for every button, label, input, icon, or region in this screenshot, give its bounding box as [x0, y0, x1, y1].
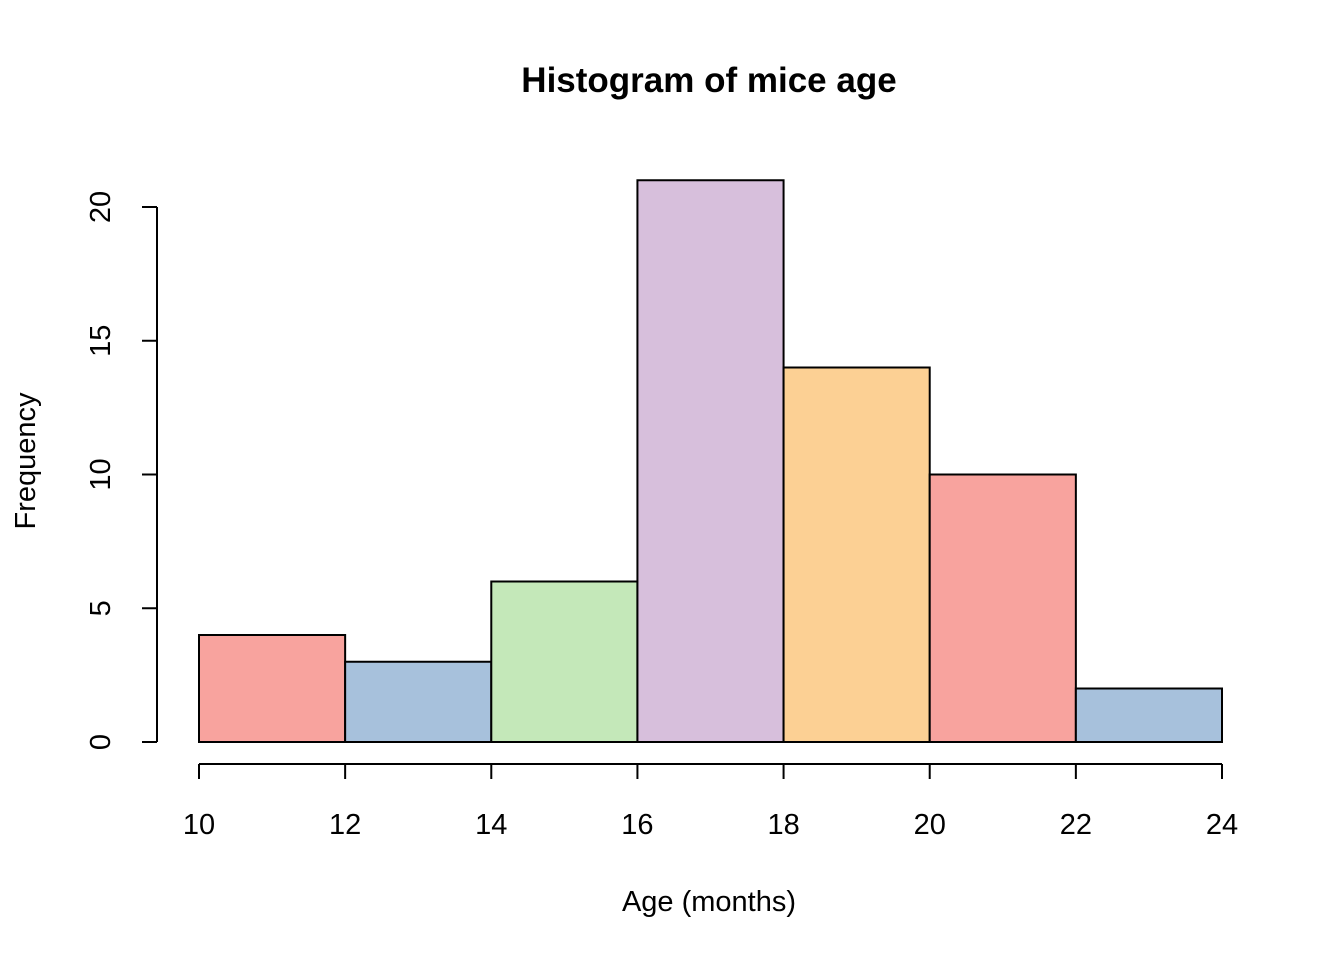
y-tick-label: 15 [85, 325, 117, 357]
chart-title: Histogram of mice age [521, 61, 896, 100]
x-tick-label: 18 [767, 809, 799, 841]
x-tick-label: 20 [914, 809, 946, 841]
x-tick-label: 22 [1060, 809, 1092, 841]
y-axis-label: Frequency [10, 392, 42, 530]
x-axis: 10 12 14 16 18 20 22 24 [183, 763, 1238, 841]
x-tick-label: 10 [183, 809, 215, 841]
x-tick-label: 14 [475, 809, 507, 841]
histogram-bar-18-20 [782, 366, 931, 743]
y-tick-label: 20 [85, 191, 117, 223]
histogram-bar-14-16 [490, 580, 639, 743]
y-axis: 0 5 10 15 20 [85, 191, 158, 750]
x-tick-label: 16 [621, 809, 653, 841]
x-tick-label: 12 [329, 809, 361, 841]
y-tick-label: 10 [85, 458, 117, 490]
histogram-bar-16-18 [636, 179, 785, 743]
histogram-bar-20-22 [928, 473, 1077, 743]
x-tick-label: 24 [1206, 809, 1238, 841]
bars-group [198, 179, 1224, 743]
histogram-bar-10-12 [198, 634, 347, 743]
y-tick-label: 0 [85, 734, 117, 750]
y-tick-label: 5 [85, 600, 117, 616]
x-axis-label: Age (months) [622, 886, 796, 918]
histogram-bar-22-24 [1074, 687, 1224, 743]
histogram-bar-12-14 [344, 660, 493, 743]
